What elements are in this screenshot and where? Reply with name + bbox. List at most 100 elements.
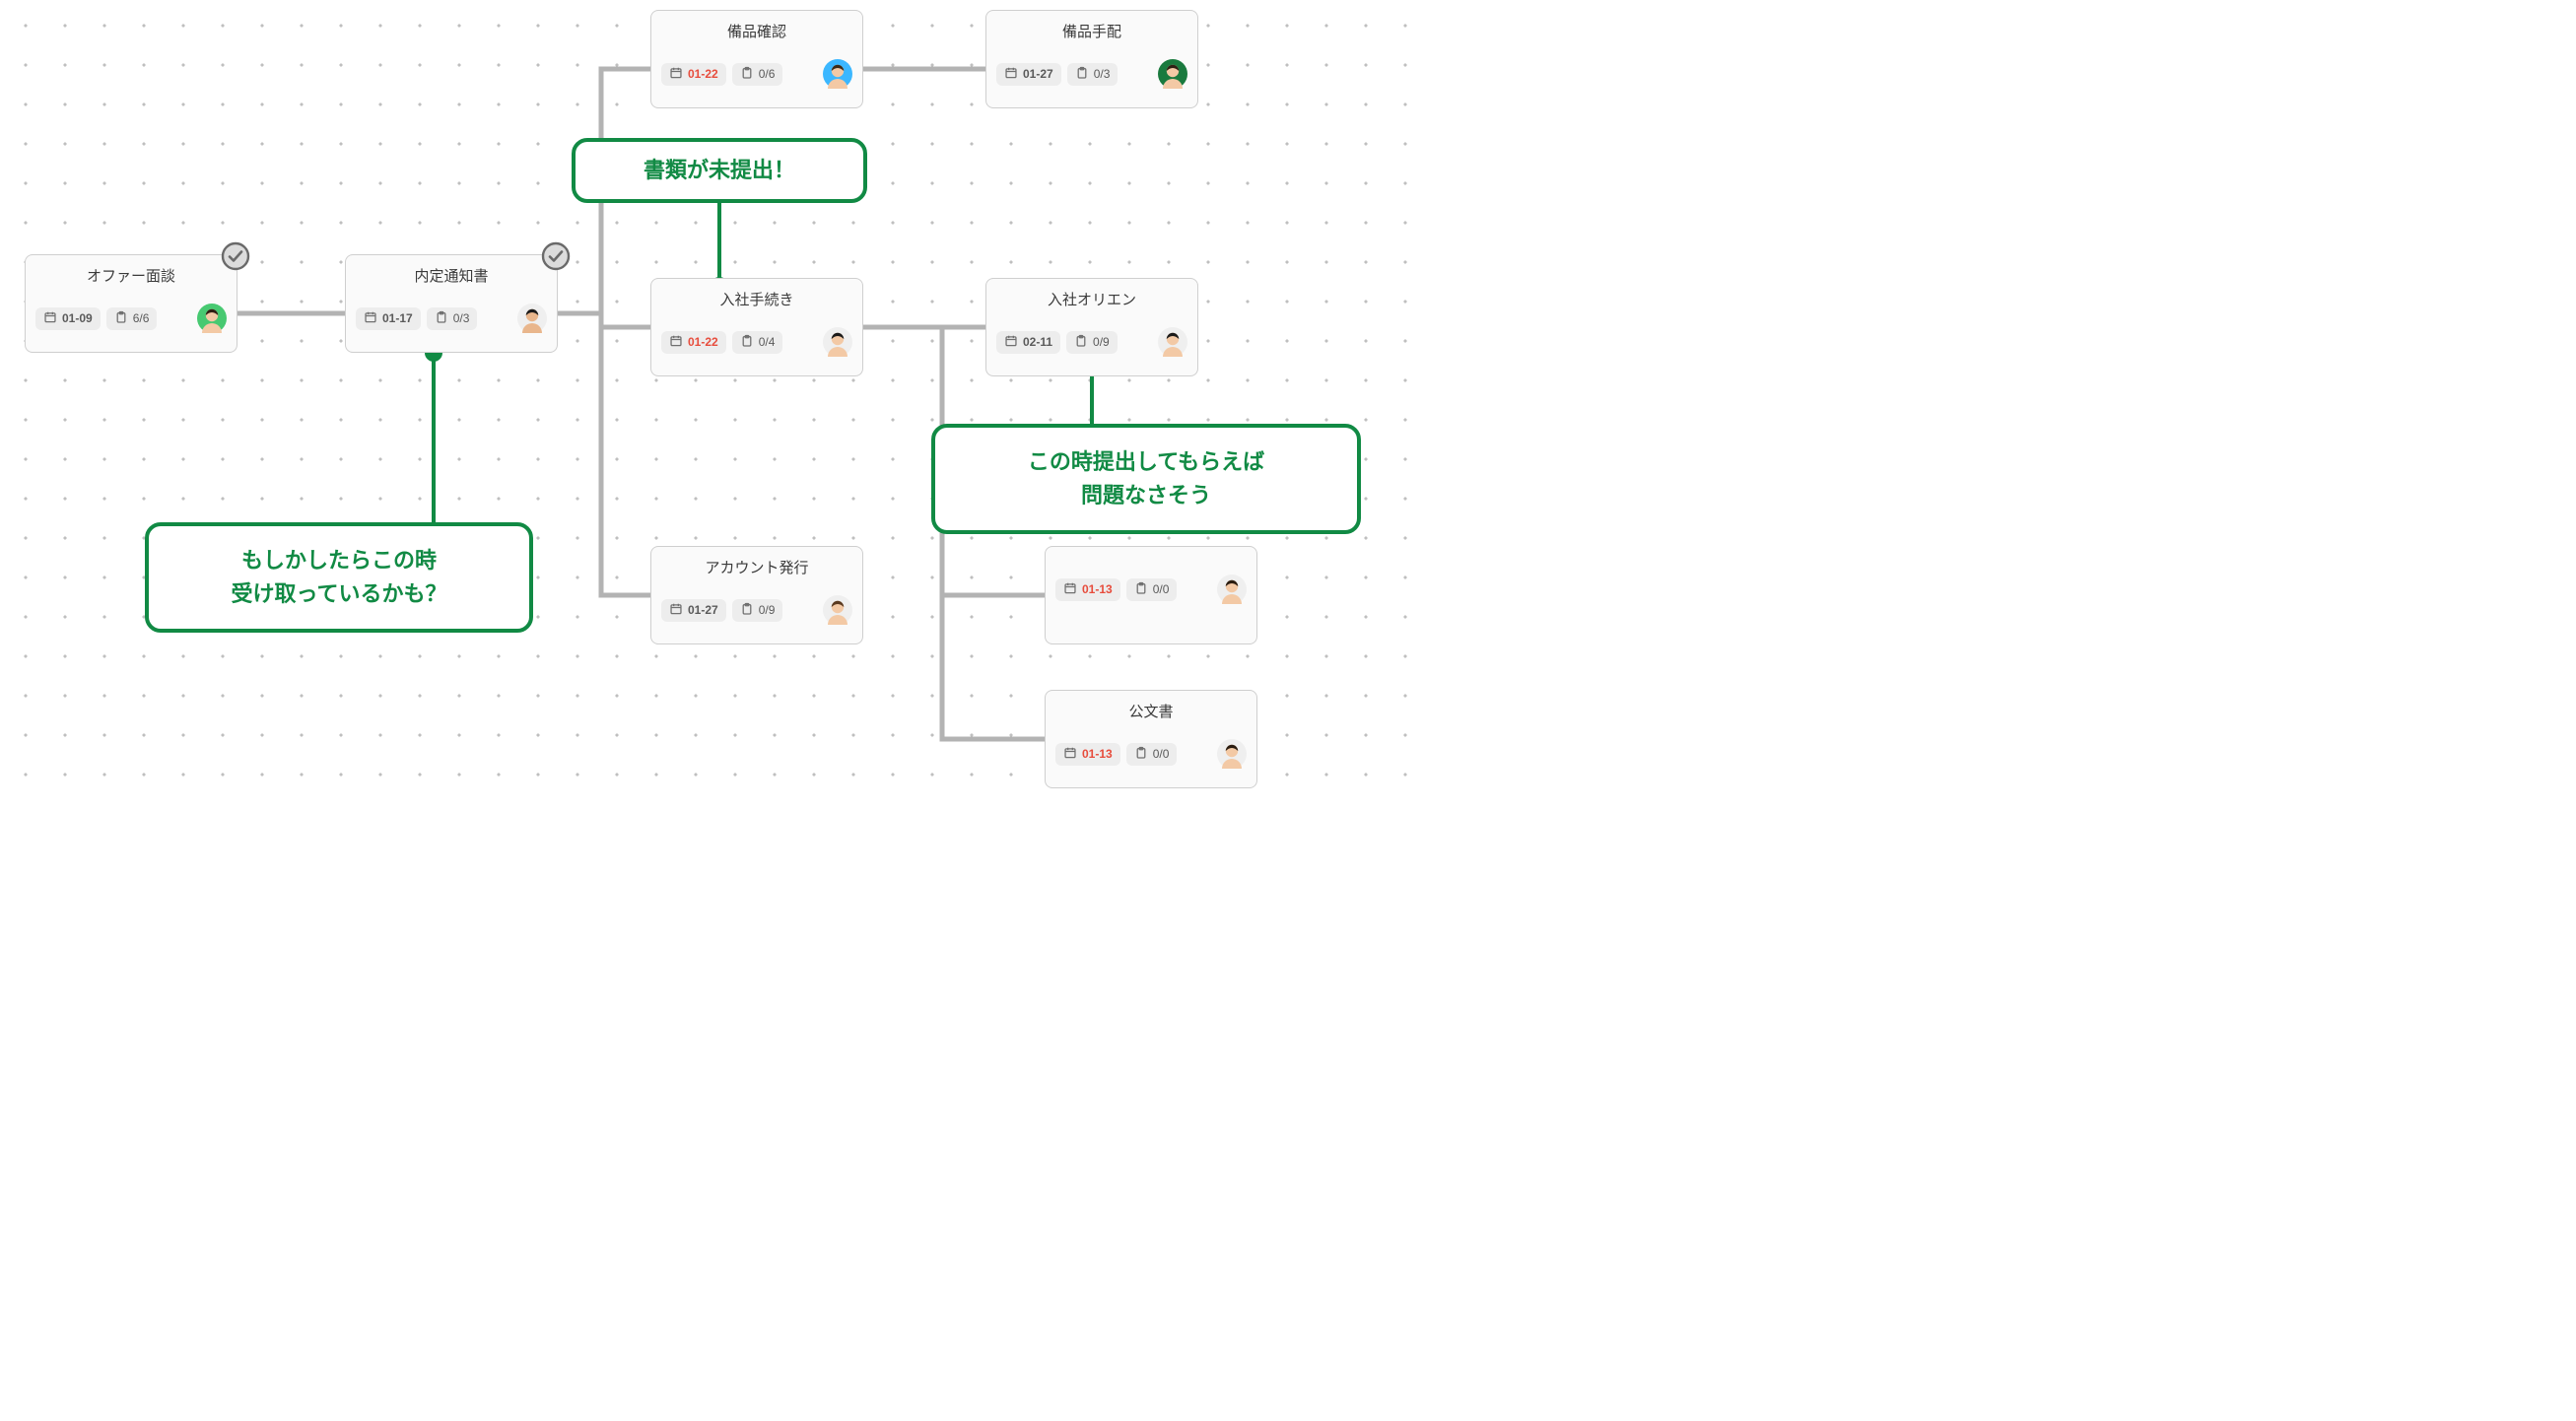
clipboard-icon	[1134, 746, 1148, 763]
date-text: 02-11	[1023, 335, 1052, 349]
date-pill: 01-22	[661, 63, 726, 86]
card-footer: 01-09 6/6	[35, 304, 227, 333]
date-pill: 01-09	[35, 307, 101, 330]
annotation-callout-3: この時提出してもらえば 問題なさそう	[931, 424, 1361, 534]
task-card-occluded[interactable]: 01-13 0/0	[1045, 546, 1257, 644]
clipboard-icon	[740, 602, 754, 619]
tasks-text: 6/6	[133, 311, 150, 325]
calendar-icon	[1004, 66, 1018, 83]
tasks-pill: 0/9	[732, 599, 783, 622]
workflow-canvas[interactable]: オファー面談 01-09 6/6 内定通知書 01-17 0/3	[0, 0, 1439, 798]
clipboard-icon	[740, 66, 754, 83]
callout-line: 書類が未提出！	[644, 154, 795, 187]
date-pill: 02-11	[996, 331, 1060, 354]
callout-line: 問題なさそう	[1081, 479, 1211, 512]
assignee-avatar	[517, 304, 547, 333]
tasks-pill: 0/6	[732, 63, 783, 86]
date-pill: 01-27	[661, 599, 726, 622]
date-pill: 01-22	[661, 331, 726, 354]
tasks-text: 0/0	[1153, 747, 1170, 761]
tasks-pill: 0/3	[1067, 63, 1119, 86]
tasks-text: 0/9	[759, 603, 776, 617]
annotation-callout-2: もしかしたらこの時 受け取っているかも？	[145, 522, 533, 633]
assignee-avatar	[1217, 739, 1247, 769]
task-card-bikin-kakunin[interactable]: 備品確認 01-22 0/6	[650, 10, 863, 108]
completed-check-icon	[221, 241, 250, 271]
tasks-text: 0/3	[1094, 67, 1111, 81]
callout-line: この時提出してもらえば	[1028, 445, 1264, 479]
tasks-pill: 0/4	[732, 331, 783, 354]
date-pill: 01-27	[996, 63, 1061, 86]
date-text: 01-09	[62, 311, 93, 325]
date-pill: 01-17	[356, 307, 421, 330]
clipboard-icon	[435, 310, 448, 327]
assignee-avatar	[1158, 327, 1187, 357]
task-card-nyusha-tetsuzuki[interactable]: 入社手続き 01-22 0/4	[650, 278, 863, 376]
callout-pointer-layer	[0, 0, 1439, 798]
assignee-avatar	[1217, 575, 1247, 604]
date-text: 01-27	[688, 603, 718, 617]
tasks-text: 0/4	[759, 335, 776, 349]
calendar-icon	[669, 66, 683, 83]
card-title: 備品確認	[661, 21, 852, 41]
card-title: 入社オリエン	[996, 289, 1187, 309]
calendar-icon	[43, 310, 57, 327]
callout-line: もしかしたらこの時	[241, 544, 437, 577]
annotation-callout-1: 書類が未提出！	[572, 138, 867, 203]
completed-check-icon	[541, 241, 571, 271]
clipboard-icon	[1134, 581, 1148, 598]
clipboard-icon	[740, 334, 754, 351]
card-footer: 01-22 0/6	[661, 59, 852, 89]
task-card-nyusha-orien[interactable]: 入社オリエン 02-11 0/9	[985, 278, 1198, 376]
task-card-bikin-tehai[interactable]: 備品手配 01-27 0/3	[985, 10, 1198, 108]
assignee-avatar	[197, 304, 227, 333]
edge-layer	[0, 0, 1439, 798]
task-card-naitei[interactable]: 内定通知書 01-17 0/3	[345, 254, 558, 353]
date-text: 01-22	[688, 67, 718, 81]
date-text: 01-22	[688, 335, 718, 349]
assignee-avatar	[1158, 59, 1187, 89]
task-card-offer[interactable]: オファー面談 01-09 6/6	[25, 254, 237, 353]
card-title: オファー面談	[35, 265, 227, 286]
card-footer: 01-27 0/3	[996, 59, 1187, 89]
card-footer: 02-11 0/9	[996, 327, 1187, 357]
tasks-text: 0/0	[1153, 582, 1170, 596]
task-card-koubunsho[interactable]: 公文書 01-13 0/0	[1045, 690, 1257, 788]
card-title: 備品手配	[996, 21, 1187, 41]
calendar-icon	[669, 334, 683, 351]
date-text: 01-27	[1023, 67, 1053, 81]
date-text: 01-13	[1082, 582, 1113, 596]
date-text: 01-17	[382, 311, 413, 325]
calendar-icon	[1063, 581, 1077, 598]
tasks-pill: 0/3	[427, 307, 478, 330]
card-footer: 01-13 0/0	[1055, 575, 1247, 604]
date-pill: 01-13	[1055, 578, 1120, 601]
card-footer: 01-27 0/9	[661, 595, 852, 625]
date-pill: 01-13	[1055, 743, 1120, 766]
assignee-avatar	[823, 59, 852, 89]
clipboard-icon	[1075, 66, 1089, 83]
tasks-pill: 0/0	[1126, 578, 1178, 601]
tasks-pill: 0/0	[1126, 743, 1178, 766]
card-title: 内定通知書	[356, 265, 547, 286]
clipboard-icon	[114, 310, 128, 327]
calendar-icon	[1004, 334, 1018, 351]
date-text: 01-13	[1082, 747, 1113, 761]
assignee-avatar	[823, 595, 852, 625]
calendar-icon	[364, 310, 377, 327]
card-title: アカウント発行	[661, 557, 852, 577]
tasks-text: 0/9	[1093, 335, 1110, 349]
assignee-avatar	[823, 327, 852, 357]
card-title: 入社手続き	[661, 289, 852, 309]
clipboard-icon	[1074, 334, 1088, 351]
task-card-account-hakkou[interactable]: アカウント発行 01-27 0/9	[650, 546, 863, 644]
tasks-text: 0/3	[453, 311, 470, 325]
card-title: 公文書	[1055, 701, 1247, 721]
card-footer: 01-17 0/3	[356, 304, 547, 333]
tasks-pill: 0/9	[1066, 331, 1118, 354]
callout-line: 受け取っているかも？	[232, 577, 447, 611]
tasks-text: 0/6	[759, 67, 776, 81]
tasks-pill: 6/6	[106, 307, 158, 330]
calendar-icon	[1063, 746, 1077, 763]
calendar-icon	[669, 602, 683, 619]
